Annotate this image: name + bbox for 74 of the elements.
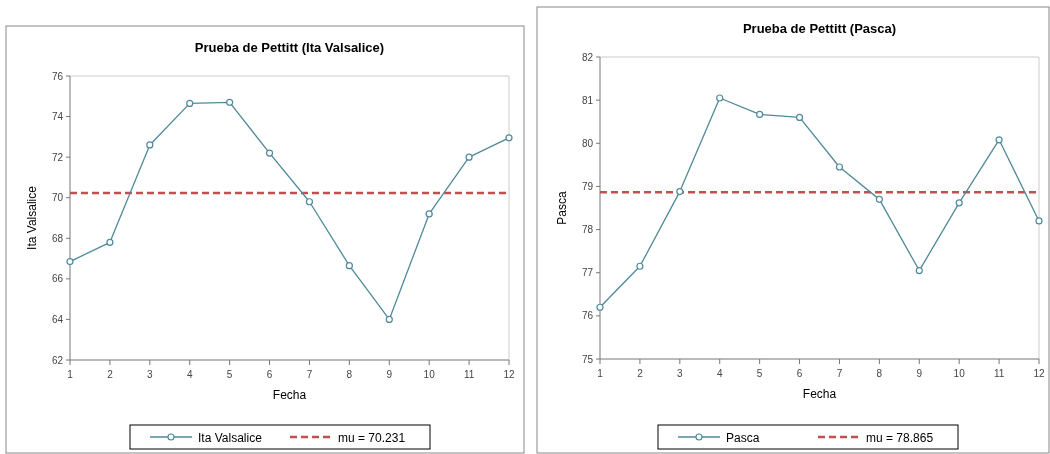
y-tick-label: 82 [581,51,594,63]
y-tick-label: 66 [51,273,64,285]
y-tick-label: 80 [581,137,594,149]
x-tick-label: 6 [796,368,803,379]
point [596,303,604,311]
point [875,195,883,203]
x-tick-label: 4 [186,369,193,380]
y-tick-label: 68 [51,232,64,244]
x-tick-label: 11 [463,369,475,380]
point [756,110,764,118]
x-tick-label: 7 [306,369,313,380]
x-tick-label: 3 [147,369,154,380]
y-tick-label: 74 [51,111,64,123]
point [505,134,513,142]
y-tick-label: 81 [581,94,594,106]
y-tick-label: 79 [581,180,594,192]
x-tick-label: 4 [716,368,723,379]
x-tick-label: 1 [67,369,74,380]
y-axis-title: Ita Valsalice [25,185,39,250]
point [265,149,274,157]
y-tick-label: 75 [581,353,594,365]
point [1035,217,1043,225]
y-tick-label: 76 [581,310,594,322]
x-tick-label: 12 [1033,368,1045,379]
point [385,315,393,324]
point [636,262,644,270]
point [915,266,923,275]
x-tick-label: 8 [346,369,353,380]
point [676,188,684,196]
x-tick-label: 5 [756,368,763,379]
point [106,238,114,246]
point [345,262,353,270]
x-tick-label: 2 [107,369,114,380]
point [425,210,433,218]
x-axis-title: Fecha [802,387,837,401]
point [226,98,234,106]
y-tick-label: 78 [581,224,594,236]
point [305,198,314,206]
point [716,94,724,102]
y-axis-title: Pasca [555,191,569,225]
y-tick-label: 72 [51,151,64,163]
chart-title: Prueba de Pettitt (Ita Valsalice) [194,40,385,55]
point [465,153,473,161]
x-tick-label: 3 [677,368,684,379]
point [66,258,74,266]
x-tick-label: 6 [266,369,273,380]
x-axis-title: Fecha [272,388,307,402]
legend-label: Pasca [726,430,760,445]
x-tick-label: 8 [876,368,883,379]
y-tick-label: 64 [51,313,64,325]
x-tick-label: 12 [503,369,515,380]
y-tick-label: 77 [581,267,594,279]
point [795,113,804,121]
x-tick-label: 10 [423,369,436,380]
legend-label: mu = 70.231 [338,430,406,445]
x-tick-label: 9 [916,368,923,379]
y-tick-label: 76 [51,70,64,82]
legend-label: mu = 78.865 [866,430,934,445]
point [955,199,963,207]
x-tick-label: 1 [597,368,604,379]
x-tick-label: 10 [953,368,966,379]
y-tick-label: 62 [51,354,64,366]
x-tick-label: 9 [386,369,393,380]
point [995,136,1003,144]
x-tick-label: 2 [637,368,644,379]
chart-title: Prueba de Pettitt (Pasca) [742,21,897,36]
point [146,141,154,149]
x-tick-label: 7 [836,368,843,379]
point [186,99,194,107]
point [835,163,844,171]
x-tick-label: 5 [226,369,233,380]
y-tick-label: 70 [51,192,64,204]
legend-label: Ita Valsalice [198,430,263,445]
x-tick-label: 11 [993,368,1005,379]
